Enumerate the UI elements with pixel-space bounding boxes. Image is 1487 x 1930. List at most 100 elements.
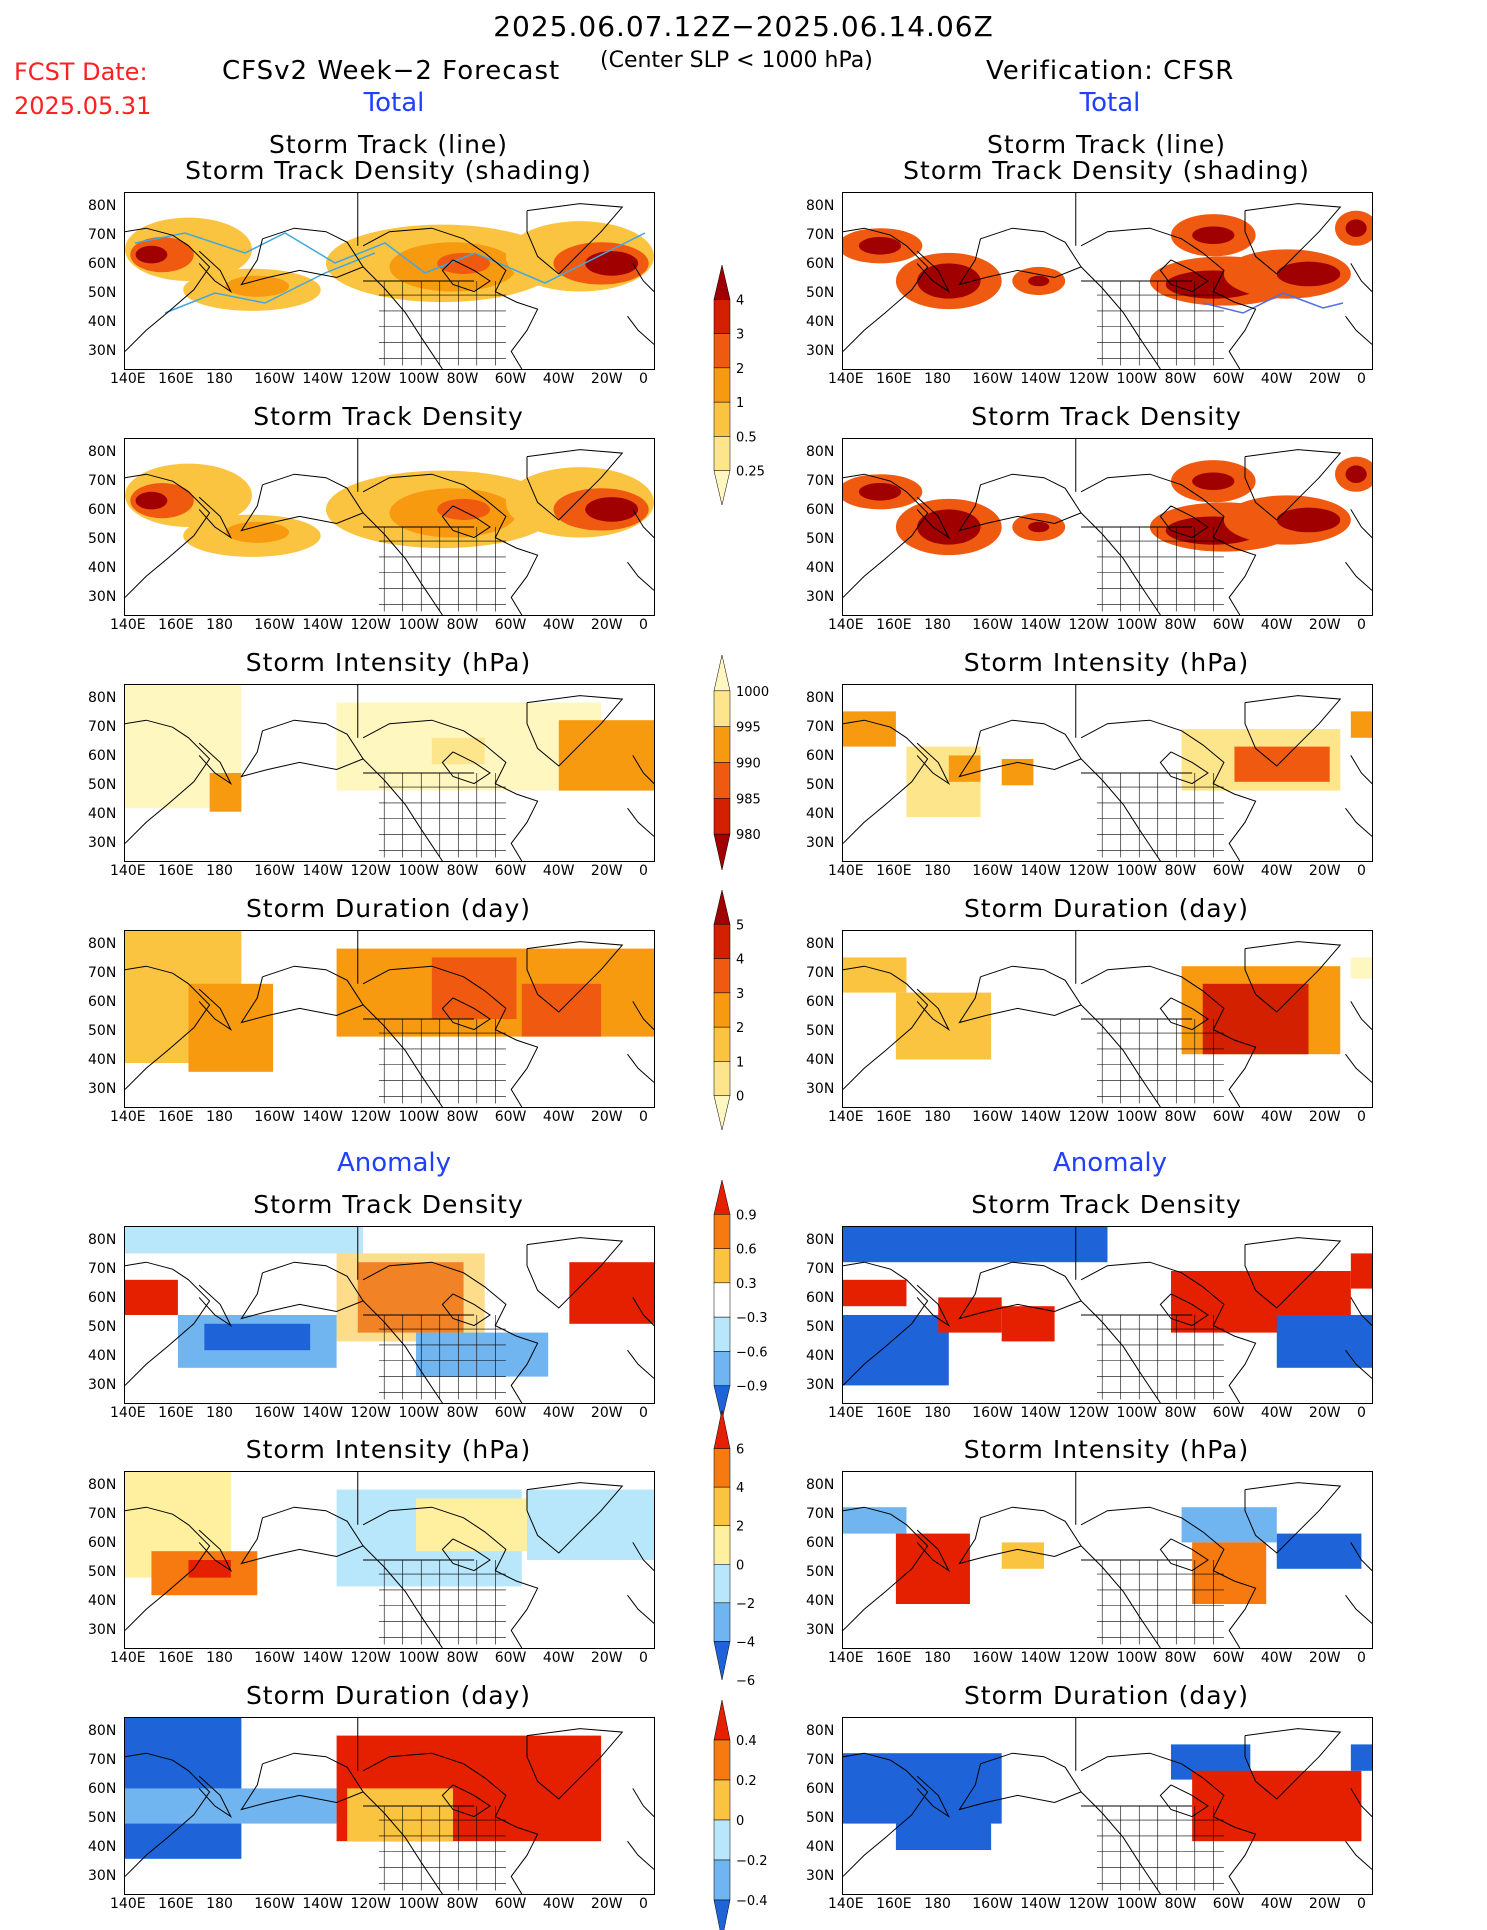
lat-tick-label: 70N bbox=[806, 1261, 835, 1277]
coastline bbox=[958, 1261, 1082, 1320]
lon-tick-label: 120W bbox=[350, 1896, 392, 1912]
lat-tick-label: 70N bbox=[806, 1752, 835, 1768]
lon-tick-label: 0 bbox=[639, 1405, 648, 1421]
coastline bbox=[632, 1542, 654, 1571]
coastline bbox=[1080, 719, 1257, 861]
shade-region bbox=[843, 711, 896, 747]
coastline bbox=[1244, 1237, 1342, 1309]
forecast-anom-storm-track-density-title: Storm Track Density bbox=[253, 1190, 524, 1219]
lon-tick-label: 20W bbox=[590, 1896, 623, 1912]
coastline bbox=[627, 561, 654, 591]
lat-tick-label: 50N bbox=[806, 285, 835, 301]
coastline bbox=[843, 1506, 929, 1631]
lat-tick-label: 60N bbox=[88, 1535, 117, 1551]
lon-tick-label: 100W bbox=[1116, 863, 1158, 879]
forecast-anom-storm-intensity-map bbox=[124, 1471, 655, 1649]
lat-tick-label: 60N bbox=[806, 748, 835, 764]
lon-tick-label: 40W bbox=[542, 1109, 575, 1125]
coastline bbox=[1345, 315, 1372, 345]
lon-tick-label: 80W bbox=[1164, 1109, 1197, 1125]
colorbar-label: 980 bbox=[736, 828, 761, 843]
lat-tick-label: 80N bbox=[88, 936, 117, 952]
lon-tick-label: 80W bbox=[1164, 371, 1197, 387]
lon-tick-label: 160E bbox=[876, 617, 912, 633]
map-outline bbox=[843, 1227, 1372, 1403]
colorbars: 43210.50.2510009959909859805432100.90.60… bbox=[713, 264, 769, 1930]
lon-tick-label: 20W bbox=[1308, 1650, 1341, 1666]
colorbar-arrow-top bbox=[713, 1179, 731, 1215]
lat-tick-label: 70N bbox=[806, 719, 835, 735]
lat-tick-label: 30N bbox=[806, 1622, 835, 1638]
shade-region bbox=[1276, 1533, 1362, 1569]
shade-region bbox=[843, 957, 907, 993]
coastline bbox=[441, 1784, 491, 1818]
shade-region bbox=[858, 483, 902, 501]
forecast-storm-duration-map bbox=[124, 930, 655, 1108]
shade-region bbox=[1350, 1253, 1372, 1289]
field-shading bbox=[843, 1744, 1372, 1850]
verification-column-title: Verification: CFSR bbox=[986, 56, 1235, 86]
colorbar-segment bbox=[713, 1602, 731, 1642]
shade-region bbox=[1350, 1744, 1372, 1771]
coastline bbox=[362, 227, 539, 369]
coastline bbox=[240, 1261, 364, 1320]
lat-tick-label: 50N bbox=[88, 777, 117, 793]
colorbar-duration_anom: 0.4 0.2 0 −0.2 −0.4 bbox=[713, 1699, 768, 1930]
colorbar-segment bbox=[713, 1486, 731, 1526]
colorbar-label: 0.5 bbox=[736, 430, 757, 445]
shade-region bbox=[843, 1507, 907, 1534]
colorbar-arrow-bottom bbox=[713, 1095, 731, 1131]
lat-tick-label: 40N bbox=[88, 1593, 117, 1609]
shade-region bbox=[585, 497, 639, 522]
lon-tick-label: 100W bbox=[398, 1109, 440, 1125]
lon-tick-label: 180 bbox=[924, 1109, 951, 1125]
map-outline bbox=[125, 1227, 654, 1403]
map-canvas bbox=[125, 1718, 654, 1894]
lon-tick-label: 20W bbox=[590, 863, 623, 879]
colorbar-label: 0.9 bbox=[736, 1208, 757, 1223]
lon-tick-label: 20W bbox=[1308, 1896, 1341, 1912]
colorbar-segment bbox=[713, 1026, 731, 1062]
map-outline bbox=[843, 931, 1372, 1107]
lon-tick-label: 80W bbox=[1164, 617, 1197, 633]
coastline bbox=[125, 1506, 211, 1631]
lon-tick-label: 20W bbox=[590, 1109, 623, 1125]
verification-anom-storm-intensity-map bbox=[842, 1471, 1373, 1649]
coastline bbox=[362, 1261, 539, 1403]
coastline bbox=[916, 1529, 951, 1573]
forecast-storm-track-title-2: Storm Track Density (shading) bbox=[185, 156, 592, 185]
lon-tick-label: 160W bbox=[254, 1650, 295, 1666]
map-canvas bbox=[125, 931, 654, 1107]
lon-tick-label: 100W bbox=[398, 1650, 440, 1666]
lat-tick-label: 50N bbox=[88, 1319, 117, 1335]
lat-tick-label: 60N bbox=[88, 1781, 117, 1797]
lat-tick-label: 70N bbox=[88, 1261, 117, 1277]
shade-region bbox=[895, 1533, 970, 1604]
colorbar-arrow-top bbox=[713, 1699, 731, 1741]
slp-condition: (Center SLP < 1000 hPa) bbox=[600, 48, 873, 73]
lon-tick-label: 60W bbox=[1212, 1109, 1245, 1125]
lon-tick-label: 160W bbox=[972, 863, 1013, 879]
coastline bbox=[240, 1506, 364, 1565]
lon-tick-label: 140E bbox=[110, 863, 146, 879]
lat-tick-label: 50N bbox=[88, 285, 117, 301]
lat-tick-label: 40N bbox=[806, 314, 835, 330]
forecast-anom-storm-duration-map bbox=[124, 1717, 655, 1895]
shade-region bbox=[415, 1498, 549, 1552]
coastline bbox=[125, 965, 211, 1090]
lon-tick-label: 140W bbox=[1020, 1650, 1061, 1666]
anomaly-label-right: Anomaly bbox=[1052, 1148, 1168, 1178]
coastline bbox=[1080, 473, 1257, 615]
lon-tick-label: 60W bbox=[1212, 1405, 1245, 1421]
verification-storm-duration-map bbox=[842, 930, 1373, 1108]
colorbar-arrow-top bbox=[713, 1409, 731, 1449]
lon-tick-label: 140E bbox=[110, 1405, 146, 1421]
forecast-column-title: CFSv2 Week−2 Forecast bbox=[222, 56, 561, 86]
lon-tick-label: 140W bbox=[302, 617, 343, 633]
lat-tick-label: 40N bbox=[806, 1839, 835, 1855]
anomaly-label-left: Anomaly bbox=[336, 1148, 452, 1178]
lat-tick-label: 30N bbox=[88, 1868, 117, 1884]
field-shading bbox=[125, 217, 654, 314]
lon-tick-label: 160W bbox=[254, 371, 295, 387]
map-outline bbox=[843, 193, 1372, 369]
